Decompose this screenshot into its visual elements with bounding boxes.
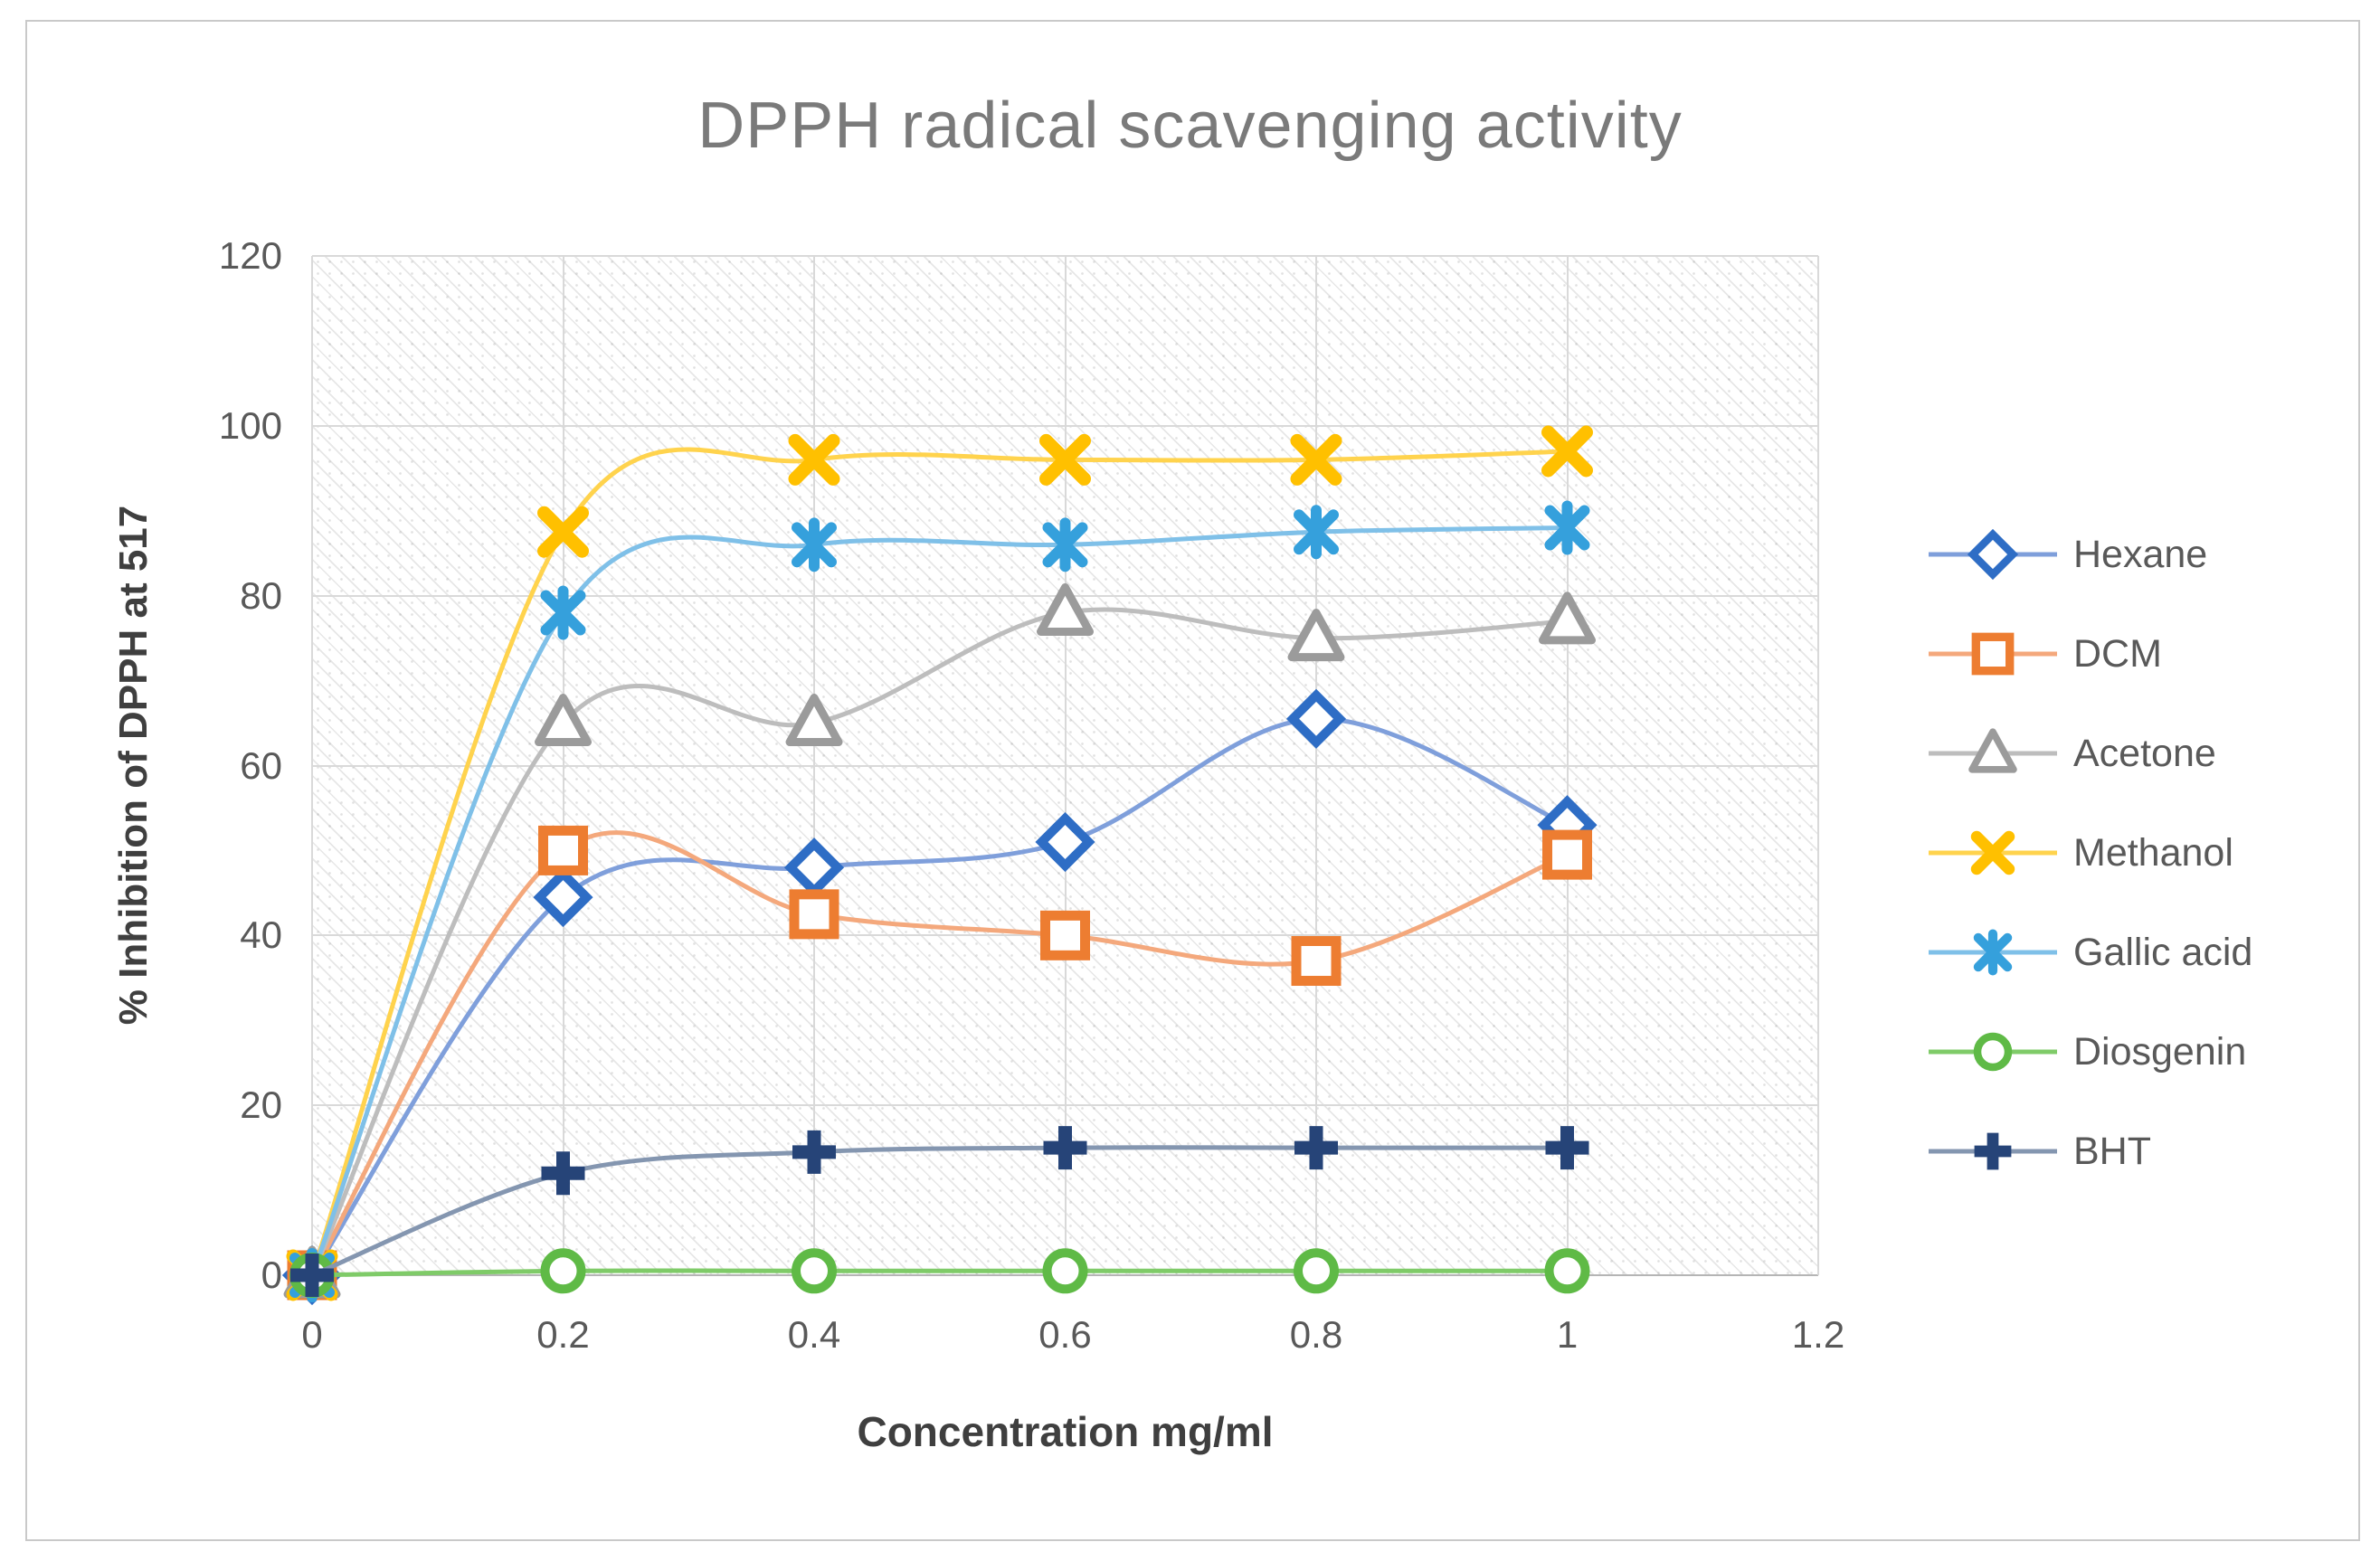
y-tick-label: 40 — [240, 913, 282, 957]
legend: Hexane DCM Acetone Methanol Gallic acid Diosg… — [1925, 505, 2359, 1201]
y-tick-label: 120 — [218, 234, 282, 277]
legend-marker-dcm — [1929, 632, 2057, 676]
x-axis-title: Concentration mg/ml — [857, 1408, 1274, 1455]
x-tick-label: 0.4 — [787, 1313, 841, 1356]
legend-label-diosgenin: Diosgenin — [2073, 1029, 2247, 1074]
x-tick-label: 0.2 — [536, 1313, 590, 1356]
legend-marker-acetone — [1929, 728, 2057, 773]
x-tick-label: 1.2 — [1791, 1313, 1845, 1356]
gridline-vertical — [311, 256, 313, 1275]
y-tick-label: 100 — [218, 403, 282, 447]
legend-item-diosgenin: Diosgenin — [1925, 1002, 2359, 1102]
x-tick-label: 1 — [1556, 1313, 1579, 1356]
legend-item-dcm: DCM — [1925, 604, 2359, 704]
y-tick-label: 60 — [240, 743, 282, 787]
legend-label-acetone: Acetone — [2073, 731, 2216, 775]
figure-border — [25, 20, 2360, 1541]
gridline-vertical — [1566, 256, 1569, 1275]
legend-item-acetone: Acetone — [1925, 704, 2359, 803]
gridline-vertical — [1064, 256, 1067, 1275]
legend-label-hexane: Hexane — [2073, 532, 2208, 576]
y-tick-label: 0 — [261, 1254, 282, 1296]
gridline-vertical — [813, 256, 815, 1275]
legend-marker-diosgenin — [1929, 1032, 2057, 1072]
x-tick-label: 0.8 — [1289, 1313, 1343, 1356]
legend-item-methanol: Methanol — [1925, 803, 2359, 903]
legend-item-gallic-acid: Gallic acid — [1925, 903, 2359, 1002]
legend-item-hexane: Hexane — [1925, 505, 2359, 604]
gridline-vertical — [1817, 256, 1819, 1275]
gridline-vertical — [1315, 256, 1317, 1275]
legend-marker-gallic-acid — [1929, 929, 2057, 976]
legend-label-methanol: Methanol — [2073, 830, 2233, 875]
y-tick-label: 20 — [240, 1083, 282, 1127]
x-tick-label: 0.6 — [1038, 1313, 1092, 1356]
legend-label-bht: BHT — [2073, 1129, 2151, 1173]
plot-area — [311, 255, 1819, 1276]
x-tick-label: 0 — [301, 1313, 323, 1356]
legend-item-bht: BHT — [1925, 1102, 2359, 1201]
legend-marker-methanol — [1929, 830, 2057, 875]
y-tick-label: 80 — [240, 573, 282, 617]
gridline-vertical — [562, 256, 564, 1275]
legend-label-gallic-acid: Gallic acid — [2073, 930, 2253, 974]
legend-marker-bht — [1929, 1132, 2057, 1170]
legend-label-dcm: DCM — [2073, 631, 2162, 676]
chart-title: DPPH radical scavenging activity — [697, 90, 1683, 162]
legend-marker-hexane — [1929, 528, 2057, 581]
